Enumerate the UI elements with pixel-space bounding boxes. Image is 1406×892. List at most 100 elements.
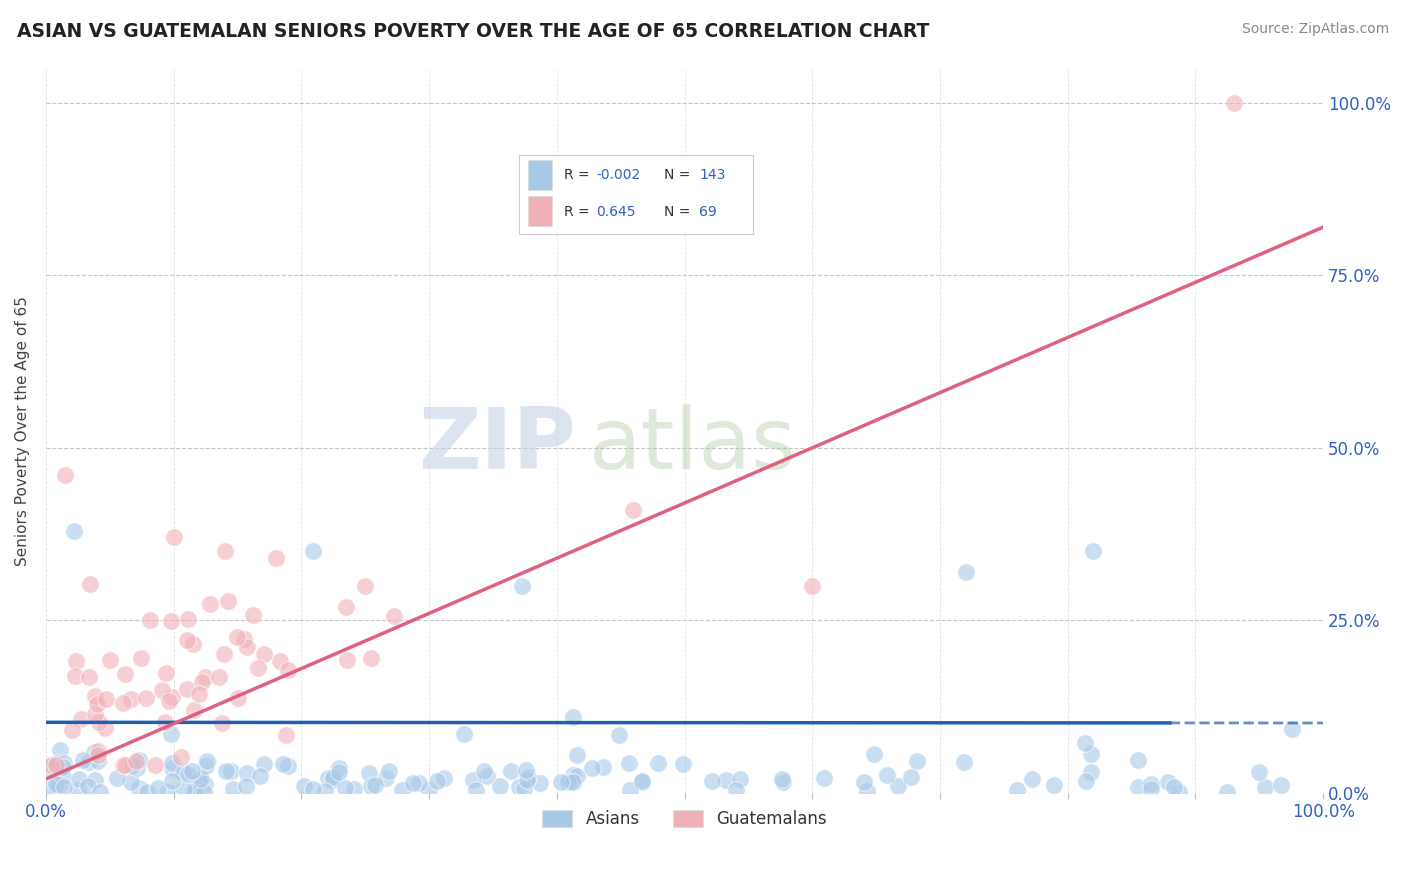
Point <box>181 637 204 651</box>
Point <box>89 715 111 730</box>
Point <box>187 774 209 789</box>
Text: N =: N = <box>664 168 695 182</box>
Point <box>52 780 75 794</box>
Point <box>402 776 425 790</box>
Point <box>157 785 180 799</box>
Point <box>314 783 336 797</box>
Point <box>184 780 207 795</box>
Point <box>87 744 110 758</box>
Point <box>45 758 67 772</box>
Point <box>157 694 180 708</box>
Text: R =: R = <box>564 205 598 219</box>
Point <box>160 756 183 770</box>
Point <box>852 775 875 789</box>
Point <box>155 665 177 680</box>
Point <box>1005 782 1028 797</box>
Point <box>176 681 198 696</box>
Point <box>801 579 824 593</box>
Point <box>214 544 236 558</box>
Point <box>242 608 264 623</box>
Point <box>360 779 382 793</box>
Point <box>269 654 291 668</box>
Point <box>215 764 238 778</box>
Point <box>72 753 94 767</box>
Point <box>253 756 276 771</box>
Point <box>1080 747 1102 761</box>
Point <box>510 579 533 593</box>
Point <box>1126 780 1149 795</box>
Point <box>955 565 977 579</box>
Point <box>176 633 198 648</box>
Point <box>105 771 128 785</box>
Point <box>770 772 793 787</box>
Point <box>772 775 794 789</box>
Point <box>418 783 440 797</box>
Point <box>562 768 585 782</box>
Point <box>79 577 101 591</box>
Point <box>249 769 271 783</box>
Point <box>183 703 205 717</box>
Point <box>453 727 475 741</box>
Point <box>114 666 136 681</box>
Point <box>226 630 249 644</box>
Point <box>111 697 134 711</box>
Point <box>862 747 884 761</box>
Point <box>253 647 276 661</box>
Point <box>217 593 239 607</box>
Legend: Asians, Guatemalans: Asians, Guatemalans <box>536 804 834 835</box>
Point <box>515 763 537 777</box>
Point <box>887 779 910 793</box>
Point <box>120 691 142 706</box>
Point <box>1281 723 1303 737</box>
Point <box>1270 778 1292 792</box>
Point <box>48 777 70 791</box>
Point <box>364 778 387 792</box>
Point <box>1254 780 1277 794</box>
Point <box>382 608 405 623</box>
Point <box>900 770 922 784</box>
Point <box>146 781 169 796</box>
Point <box>813 771 835 785</box>
Point <box>1163 780 1185 794</box>
Point <box>529 776 551 790</box>
Point <box>52 769 75 783</box>
Text: 143: 143 <box>699 168 725 182</box>
Point <box>125 761 148 775</box>
Point <box>472 764 495 779</box>
Point <box>173 782 195 797</box>
Point <box>619 783 641 797</box>
Point <box>153 714 176 729</box>
Point <box>724 782 747 797</box>
Point <box>111 758 134 772</box>
Point <box>247 661 270 675</box>
Point <box>236 640 259 654</box>
Text: 69: 69 <box>699 205 717 219</box>
Point <box>607 727 630 741</box>
Point <box>322 771 344 785</box>
Point <box>39 758 62 772</box>
Point <box>335 600 357 615</box>
Text: R =: R = <box>564 168 593 182</box>
Point <box>67 772 90 786</box>
Point <box>53 756 76 770</box>
Text: 0.645: 0.645 <box>596 205 636 219</box>
Point <box>131 651 153 665</box>
Point <box>630 774 652 789</box>
Point <box>728 772 751 787</box>
Point <box>98 653 121 667</box>
Point <box>190 674 212 689</box>
Text: ZIP: ZIP <box>418 403 576 486</box>
Text: ASIAN VS GUATEMALAN SENIORS POVERTY OVER THE AGE OF 65 CORRELATION CHART: ASIAN VS GUATEMALAN SENIORS POVERTY OVER… <box>17 22 929 41</box>
Point <box>228 690 250 705</box>
Point <box>301 544 323 558</box>
Point <box>592 760 614 774</box>
Point <box>716 773 738 788</box>
Point <box>63 524 86 538</box>
Point <box>37 760 59 774</box>
Point <box>464 783 486 797</box>
Point <box>1043 778 1066 792</box>
Point <box>513 781 536 796</box>
Point <box>77 670 100 684</box>
Point <box>162 690 184 705</box>
Point <box>302 781 325 796</box>
